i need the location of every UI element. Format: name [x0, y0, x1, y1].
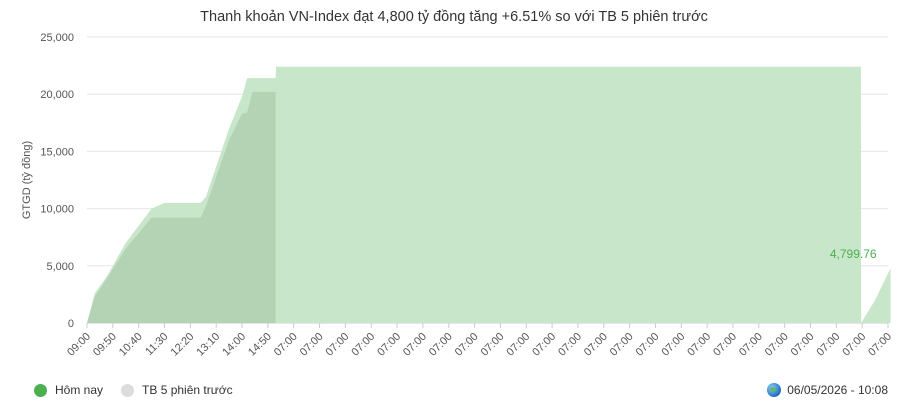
x-tick-label: 07:00 [324, 331, 352, 359]
x-tick-label: 07:00 [298, 331, 326, 359]
x-tick-label: 07:00 [427, 331, 455, 359]
x-tick-label: 07:00 [479, 331, 507, 359]
timestamp-text: 06/05/2026 - 10:08 [787, 383, 888, 397]
x-tick-label: 10:40 [117, 331, 145, 359]
x-tick-label: 07:00 [272, 331, 300, 359]
x-tick-label: 07:00 [453, 331, 481, 359]
end-value-label: 4,799.76 [830, 247, 877, 261]
globe-icon [767, 383, 782, 397]
x-tick-label: 07:00 [608, 331, 636, 359]
x-tick-label: 07:00 [556, 331, 584, 359]
y-tick-label: 5,000 [46, 261, 74, 273]
x-tick-label: 07:00 [814, 331, 842, 359]
x-tick-label: 09:50 [91, 331, 119, 359]
legend-dot-icon [34, 383, 47, 397]
x-tick-label: 07:00 [763, 331, 791, 359]
y-tick-label: 10,000 [40, 204, 74, 216]
timestamp: 06/05/2026 - 10:08 [767, 383, 888, 397]
series-area-avg5[interactable] [87, 66, 891, 323]
y-tick-label: 0 [68, 318, 74, 330]
x-tick-label: 07:00 [685, 331, 713, 359]
y-tick-label: 25,000 [40, 32, 74, 44]
x-tick-label: 07:00 [737, 331, 765, 359]
series-area-today[interactable] [87, 91, 276, 323]
x-tick-label: 07:00 [711, 331, 739, 359]
x-tick-label: 14:00 [220, 331, 248, 359]
legend-item-avg5[interactable]: TB 5 phiên trước [121, 383, 233, 397]
x-tick-label: 14:50 [246, 331, 274, 359]
legend-label-avg5: TB 5 phiên trước [142, 383, 233, 397]
chart-title: Thanh khoản VN-Index đạt 4,800 tỷ đồng t… [200, 9, 708, 25]
y-axis-label: GTGD (tỷ đồng) [21, 141, 33, 219]
x-tick-label: 11:30 [143, 331, 170, 358]
legend-label-today: Hôm nay [55, 383, 104, 397]
x-tick-label: 07:00 [401, 331, 429, 359]
y-axis: 0 5,000 10,000 15,000 20,000 25,000 [40, 32, 74, 330]
x-tick-label: 09:00 [65, 331, 93, 359]
x-axis: 09:0009:5010:4011:3012:2013:1014:0014:50… [65, 323, 894, 359]
x-tick-label: 07:00 [582, 331, 610, 359]
y-tick-label: 15,000 [40, 146, 74, 158]
x-tick-label: 07:00 [375, 331, 403, 359]
x-tick-label: 07:00 [504, 331, 532, 359]
legend: Hôm nay TB 5 phiên trước [34, 383, 233, 397]
x-tick-label: 07:00 [659, 331, 687, 359]
x-tick-label: 07:00 [789, 331, 817, 359]
chart-areas [87, 66, 891, 323]
chart-svg: 0 5,000 10,000 15,000 20,000 25,000 09:0009:5… [21, 32, 894, 359]
x-tick-label: 07:00 [866, 331, 894, 359]
legend-dot-icon [121, 383, 135, 397]
x-tick-label: 07:00 [840, 331, 868, 359]
x-tick-label: 07:00 [634, 331, 662, 359]
x-tick-label: 07:00 [349, 331, 377, 359]
legend-item-today[interactable]: Hôm nay [34, 383, 103, 397]
x-tick-label: 13:10 [194, 331, 222, 359]
x-tick-label: 12:20 [169, 331, 197, 359]
y-tick-label: 20,000 [40, 89, 74, 101]
x-tick-label: 07:00 [530, 331, 558, 359]
